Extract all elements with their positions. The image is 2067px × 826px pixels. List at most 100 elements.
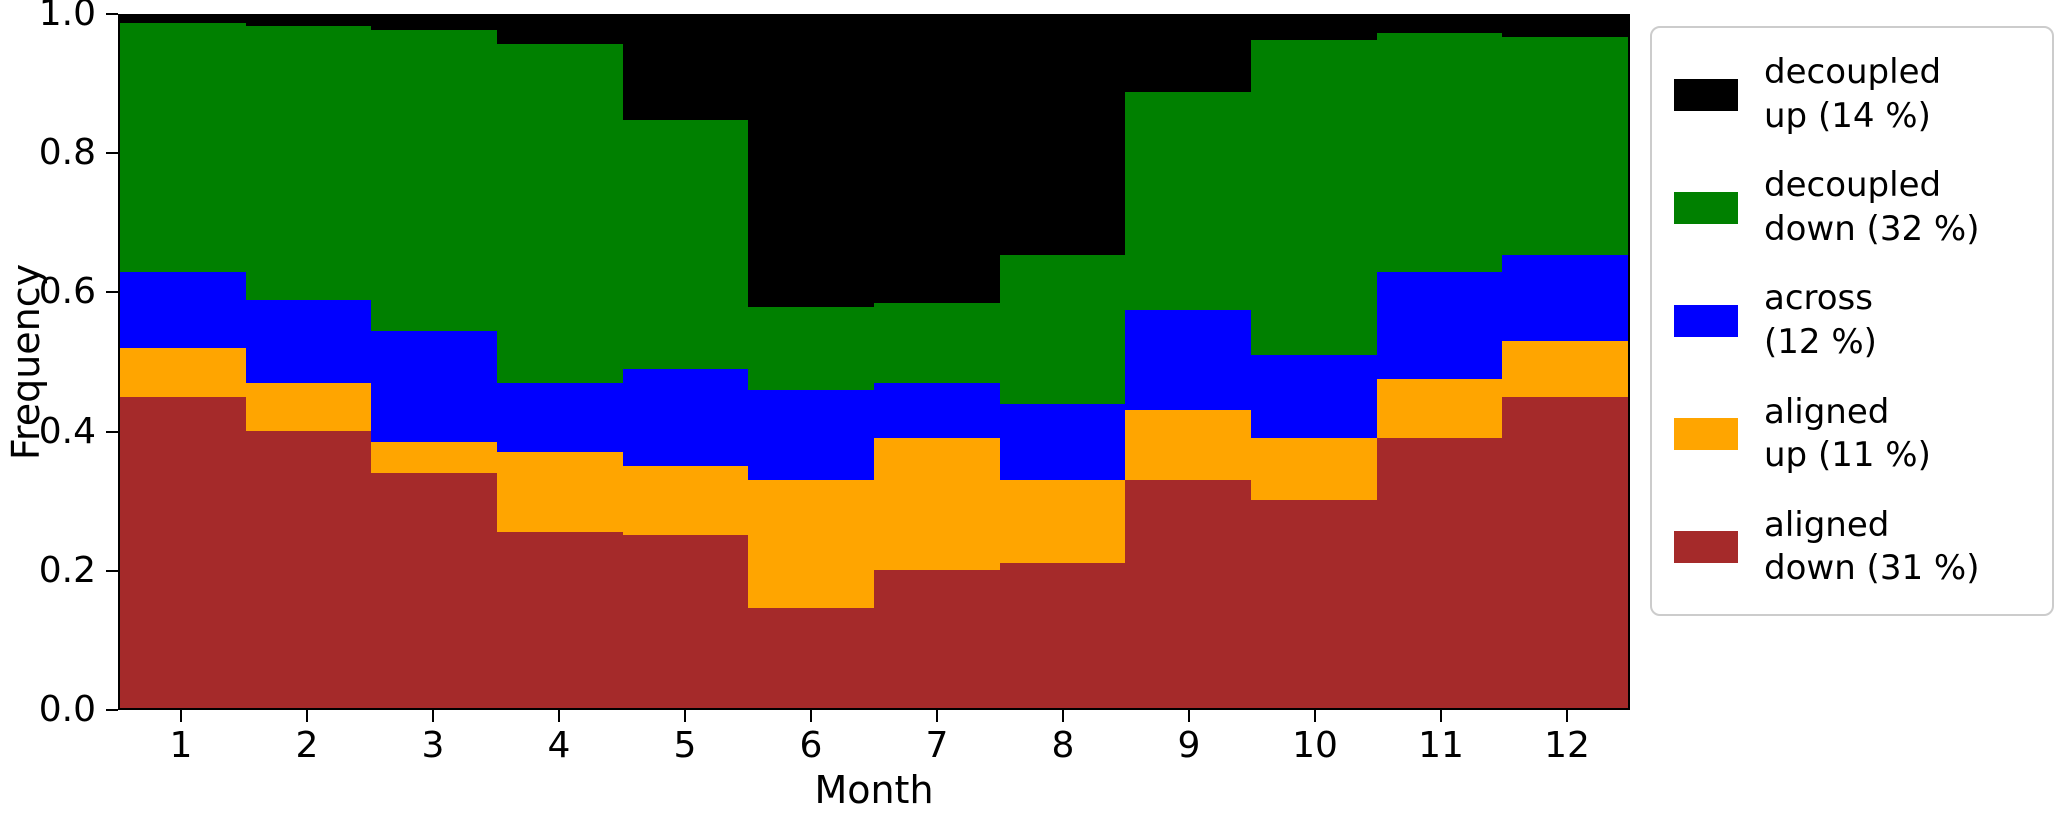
bar-segment [999, 254, 1126, 404]
x-tick-label: 4 [547, 725, 571, 766]
bar-segment [1376, 438, 1503, 708]
plot-area [118, 14, 1630, 710]
x-tick-label: 1 [169, 725, 193, 766]
bar-segment [1502, 36, 1628, 255]
bar-segment [1251, 500, 1377, 708]
bar-segment [1502, 341, 1628, 397]
bar-segment [1125, 92, 1251, 311]
bar-segment [748, 607, 874, 708]
x-tick-label: 7 [925, 725, 949, 766]
bar-segment [622, 535, 749, 708]
bar-segment [874, 438, 1000, 570]
x-tick-label: 6 [799, 725, 823, 766]
bar-segment [1502, 16, 1628, 37]
bar-segment [999, 403, 1126, 480]
x-tick-mark [1566, 710, 1568, 722]
bar-segment [874, 382, 1000, 439]
bar-segment [1251, 40, 1377, 356]
y-tick-mark [106, 291, 118, 294]
x-tick-mark [1062, 710, 1064, 722]
bar-segment [622, 16, 749, 120]
x-tick-mark [432, 710, 434, 722]
legend-label: across (12 %) [1764, 278, 1877, 362]
bar-segment [1125, 16, 1251, 93]
x-tick-label: 12 [1544, 725, 1590, 766]
bar-segment [1502, 254, 1628, 342]
bar-segment [371, 16, 497, 30]
bar-segment [748, 306, 874, 390]
bar-segment [371, 29, 497, 331]
x-tick-label: 2 [295, 725, 319, 766]
legend-entry: aligned up (11 %) [1674, 391, 2052, 478]
bar-segment [371, 441, 497, 473]
x-tick-mark [558, 710, 560, 722]
x-tick-mark [810, 710, 812, 722]
bar-segment [245, 431, 372, 708]
bar-segment [1376, 16, 1503, 34]
bar-segment [1125, 410, 1251, 480]
bar-segment [120, 272, 246, 349]
bar-segment [748, 479, 874, 608]
bar-segment [1376, 272, 1503, 380]
bar-segment [497, 43, 623, 383]
legend-label: decoupled down (32 %) [1764, 165, 1980, 249]
legend-label: aligned down (31 %) [1764, 504, 1980, 589]
legend: decoupled up (14 %) decoupled down (32 %) ac… [1650, 26, 2054, 616]
y-tick-label: 0.6 [38, 271, 96, 313]
legend-swatch [1674, 531, 1738, 564]
legend-entry: decoupled down (32 %) [1674, 164, 2052, 251]
y-tick-label: 0.2 [38, 549, 96, 591]
bar-segment [497, 16, 623, 44]
x-tick-label: 5 [673, 725, 697, 766]
x-tick-mark [936, 710, 938, 722]
legend-swatch [1674, 418, 1738, 451]
bar-segment [245, 26, 372, 300]
x-axis-label: Month [814, 768, 934, 812]
legend-swatch [1674, 191, 1738, 224]
bar-segment [245, 299, 372, 383]
bar-segment [120, 16, 246, 23]
bar-segment [245, 382, 372, 432]
legend-swatch [1674, 304, 1738, 337]
bar-segment [999, 479, 1126, 563]
bar-segment [1376, 379, 1503, 439]
bar-segment [120, 396, 246, 708]
bar-segment [622, 465, 749, 535]
bar-segment [1125, 479, 1251, 708]
bar-segment [874, 16, 1000, 304]
y-tick-mark [106, 569, 118, 572]
x-tick-mark [1188, 710, 1190, 722]
x-tick-label: 9 [1177, 725, 1201, 766]
bar-segment [748, 16, 874, 307]
y-tick-mark [106, 430, 118, 433]
bar-segment [874, 303, 1000, 383]
bar-segment [622, 119, 749, 369]
bar-segment [1251, 438, 1377, 501]
bar-segment [622, 368, 749, 466]
legend-entry: across (12 %) [1674, 277, 2052, 364]
x-tick-label: 10 [1292, 725, 1338, 766]
bar-segment [999, 562, 1126, 708]
y-tick-mark [106, 152, 118, 155]
y-tick-mark [106, 709, 118, 711]
bar-segment [497, 531, 623, 708]
bar-segment [120, 348, 246, 397]
bar-segment [1251, 16, 1377, 41]
legend-swatch [1674, 78, 1738, 111]
legend-label: decoupled up (14 %) [1764, 52, 1942, 136]
x-tick-mark [1314, 710, 1316, 722]
bar-segment [497, 382, 623, 452]
legend-label: aligned up (11 %) [1764, 391, 1931, 476]
bar-segment [497, 451, 623, 532]
bar-segment [371, 330, 497, 442]
y-tick-label: 0.8 [38, 132, 96, 174]
x-tick-mark [1440, 710, 1442, 722]
x-tick-label: 8 [1051, 725, 1075, 766]
y-tick-label: 0.4 [38, 410, 96, 452]
bar-segment [1251, 355, 1377, 439]
bar-segment [120, 22, 246, 273]
bar-segment [748, 389, 874, 480]
x-tick-label: 3 [421, 725, 445, 766]
legend-entry: decoupled up (14 %) [1674, 51, 2052, 138]
